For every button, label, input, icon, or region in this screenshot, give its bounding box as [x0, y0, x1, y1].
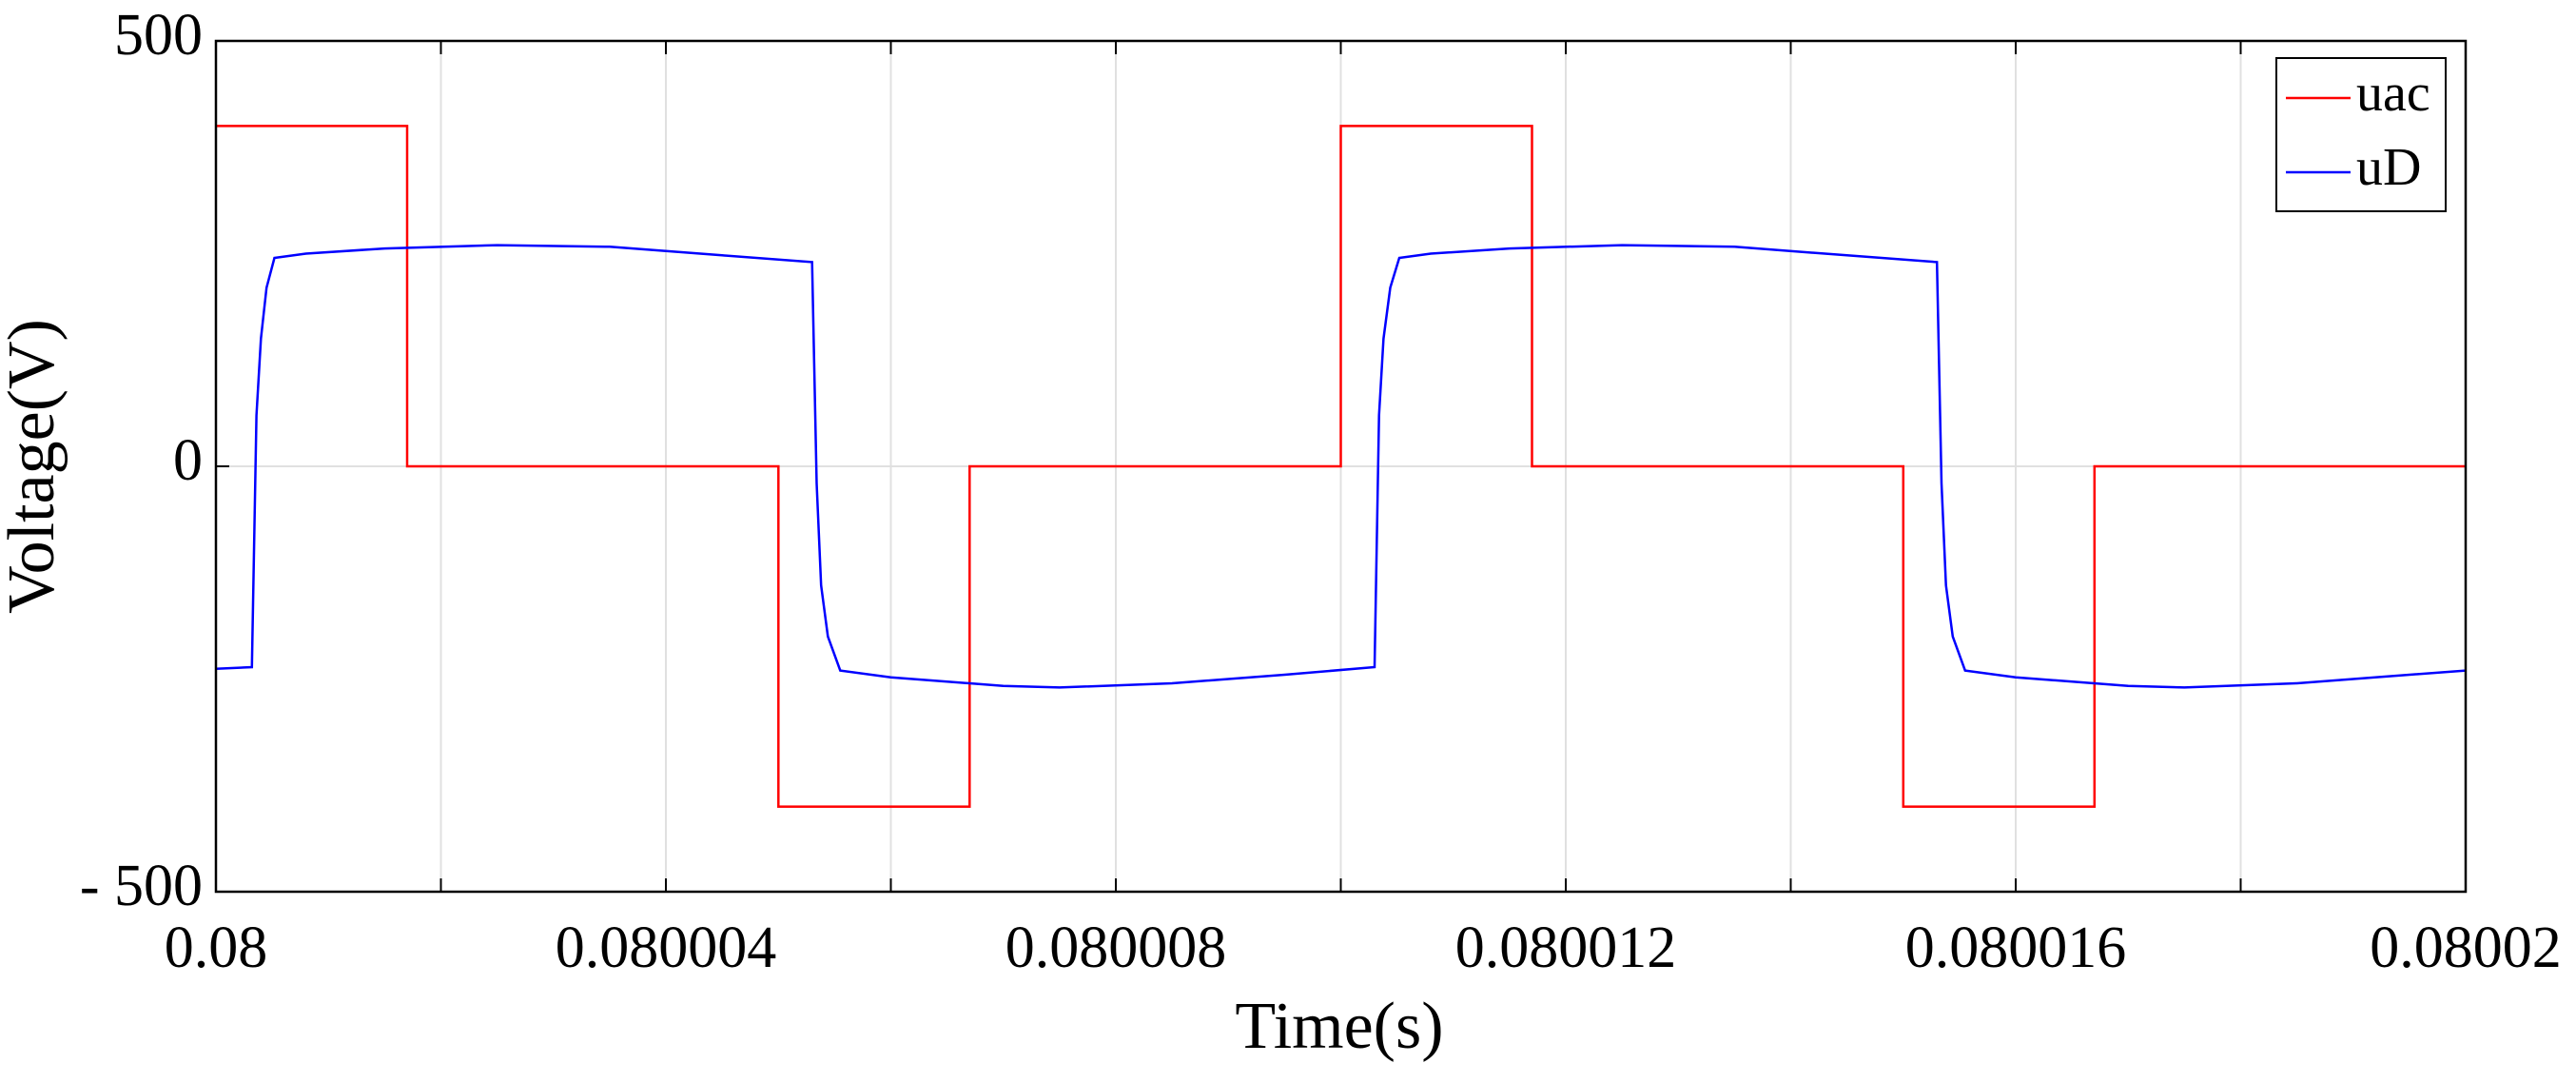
y-axis-label: Voltage(V)	[0, 319, 68, 614]
x-tick-label: 0.080016	[1905, 916, 2127, 980]
series-line	[215, 244, 2467, 689]
x-axis-label: Time(s)	[1235, 990, 1443, 1063]
y-tick-label: 500	[114, 3, 203, 68]
x-tick-label: 0.080008	[1005, 916, 1227, 980]
plot-frame	[214, 39, 2468, 894]
x-tick-label: 0.08	[165, 916, 268, 980]
legend-label: uac	[2356, 64, 2430, 123]
x-tick-label: 0.08002	[2370, 916, 2562, 980]
legend-box	[2275, 57, 2447, 212]
legend-label: uD	[2356, 138, 2421, 197]
y-tick-label: 0	[173, 428, 203, 493]
x-tick-label: 0.080012	[1455, 916, 1677, 980]
x-tick-label: 0.080004	[556, 916, 777, 980]
series-line	[216, 125, 2466, 808]
y-tick-label: - 500	[80, 854, 203, 918]
